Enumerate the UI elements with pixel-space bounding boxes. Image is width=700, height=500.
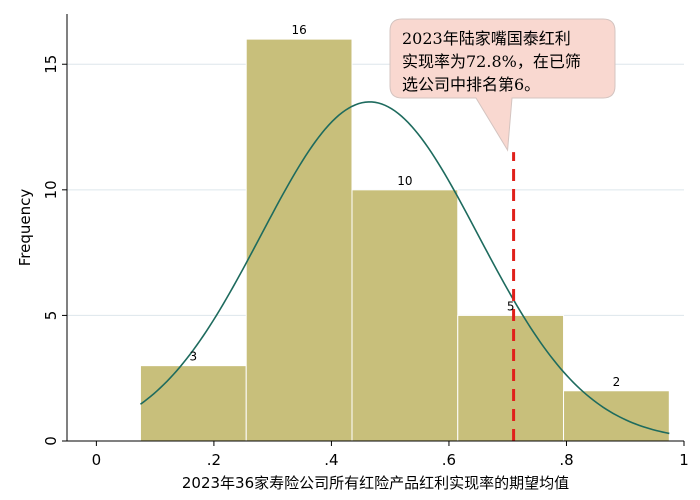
histogram-bar-2: [245, 38, 353, 442]
bar-count-label-3: 10: [397, 174, 412, 188]
callout-line-2: 实现率为72.8%，在已筛: [402, 52, 581, 71]
x-tick-label-.8: .8: [559, 451, 573, 469]
x-tick-label-.6: .6: [442, 451, 456, 469]
x-tick-label-.4: .4: [324, 451, 338, 469]
callout-line-1: 2023年陆家嘴国泰红利: [402, 29, 571, 48]
y-tick-label-15: 15: [42, 55, 60, 74]
axes-layer: 0 5 10 15 0 .2 .4 .6 .8 1: [42, 14, 689, 469]
bar-count-label-5: 2: [613, 375, 621, 389]
y-tick-label-0: 0: [42, 436, 60, 446]
x-tick-label-.2: .2: [207, 451, 221, 469]
normal-density-curve: [139, 101, 670, 435]
curve-layer: [139, 101, 670, 435]
histogram-bar-1: [139, 365, 247, 442]
callout-box: [389, 18, 616, 152]
bar-count-label-4: 5: [507, 299, 515, 313]
y-tick-label-5: 5: [42, 311, 60, 321]
y-tick-label-10: 10: [42, 180, 60, 199]
x-tick-label-0: 0: [92, 451, 102, 469]
bars-layer: [139, 38, 670, 442]
x-axis-title: 2023年36家寿险公司所有红险产品红利实现率的期望均值: [182, 474, 569, 492]
histogram-bar-4: [457, 314, 565, 442]
histogram-bar-3: [351, 189, 459, 442]
bar-count-label-2: 16: [291, 23, 306, 37]
x-tick-label-1: 1: [679, 451, 689, 469]
annotation-callout: 2023年陆家嘴国泰红利实现率为72.8%，在已筛选公司中排名第6。: [389, 18, 616, 152]
callout-text: 2023年陆家嘴国泰红利实现率为72.8%，在已筛选公司中排名第6。: [402, 29, 581, 94]
y-axis-title: Frequency: [16, 189, 34, 267]
bar-labels-layer: 3 16 10 5 2: [190, 23, 621, 389]
callout-line-3: 选公司中排名第6。: [402, 75, 540, 94]
bar-count-label-1: 3: [190, 350, 198, 364]
